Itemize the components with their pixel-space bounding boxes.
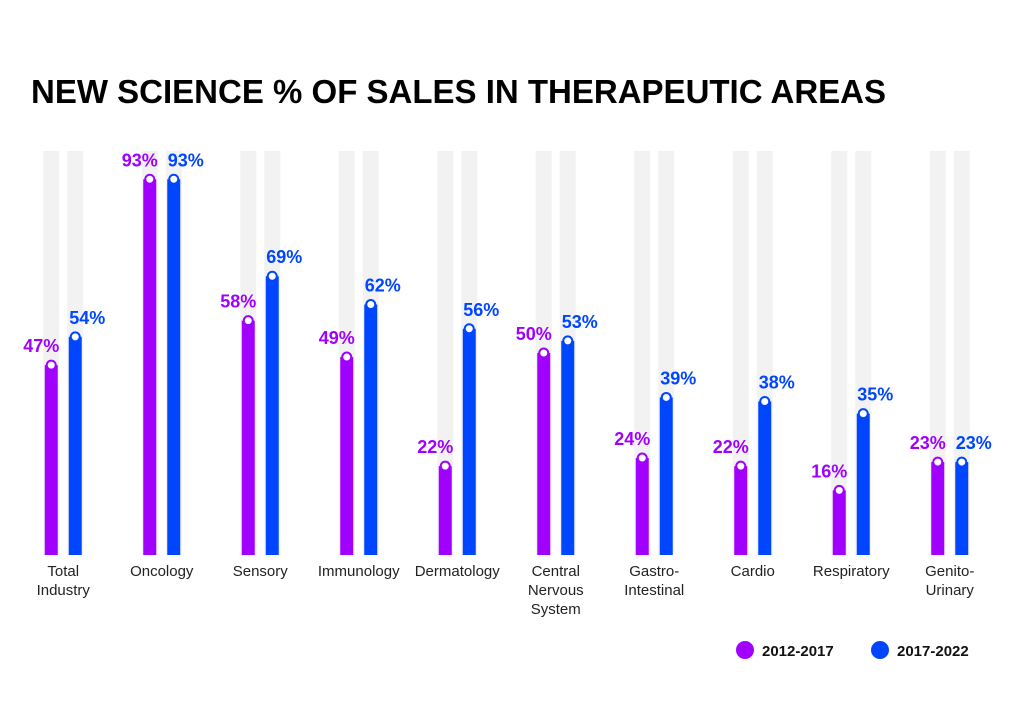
bar bbox=[955, 462, 969, 555]
legend-label: 2012-2017 bbox=[762, 643, 834, 660]
bar-cap bbox=[538, 347, 550, 359]
bar bbox=[561, 340, 575, 555]
bar bbox=[832, 490, 846, 555]
bar-cap bbox=[168, 173, 180, 185]
data-label: 62% bbox=[365, 276, 401, 296]
x-tick-label: Immunology bbox=[317, 563, 400, 580]
x-tick-label: Oncology bbox=[130, 563, 194, 580]
track bbox=[437, 151, 454, 555]
bar bbox=[265, 276, 279, 555]
data-label: 53% bbox=[562, 312, 598, 332]
x-tick-label: Total Industry bbox=[36, 563, 90, 599]
bar bbox=[758, 401, 772, 555]
bar-cap bbox=[636, 452, 648, 464]
bar bbox=[931, 462, 945, 555]
legend-marker bbox=[871, 641, 889, 659]
track bbox=[953, 151, 970, 555]
track bbox=[831, 151, 848, 555]
bar-cap bbox=[660, 391, 672, 403]
x-tick-label: Central Nervous System bbox=[527, 563, 584, 618]
bar bbox=[143, 179, 157, 555]
track bbox=[732, 151, 749, 555]
data-label: 22% bbox=[417, 437, 453, 457]
data-label: 39% bbox=[660, 368, 696, 388]
bar bbox=[340, 357, 354, 555]
data-label: 23% bbox=[956, 433, 992, 453]
track bbox=[634, 151, 651, 555]
x-tick-label: Respiratory bbox=[812, 563, 890, 580]
data-label: 93% bbox=[168, 150, 204, 170]
bar-cap bbox=[562, 335, 574, 347]
legend-marker bbox=[736, 641, 754, 659]
x-tick-label: Genito- Urinary bbox=[925, 563, 975, 599]
bar bbox=[537, 353, 551, 555]
bar-cap bbox=[759, 395, 771, 407]
data-label: 56% bbox=[463, 300, 499, 320]
bar-cap bbox=[463, 323, 475, 335]
data-label: 54% bbox=[69, 308, 105, 328]
data-label: 93% bbox=[122, 150, 158, 170]
bar-cap bbox=[735, 460, 747, 472]
bar-cap bbox=[365, 299, 377, 311]
data-label: 49% bbox=[319, 328, 355, 348]
x-tick-label: Dermatology bbox=[414, 563, 500, 580]
x-tick-label: Cardio bbox=[730, 563, 775, 580]
bar bbox=[659, 397, 673, 555]
bar-cap bbox=[341, 351, 353, 363]
bar-cap bbox=[266, 270, 278, 282]
bar bbox=[438, 466, 452, 555]
bar bbox=[241, 320, 255, 555]
chart-title: NEW SCIENCE % OF SALES IN THERAPEUTIC AR… bbox=[31, 73, 886, 110]
bar-cap bbox=[45, 359, 57, 371]
x-tick-label: Sensory bbox=[232, 563, 288, 580]
bar bbox=[364, 304, 378, 555]
bar-cap bbox=[833, 484, 845, 496]
bar-cap bbox=[144, 173, 156, 185]
bar bbox=[462, 328, 476, 555]
bar bbox=[68, 336, 82, 555]
legend-label: 2017-2022 bbox=[897, 643, 969, 660]
bar-cap bbox=[439, 460, 451, 472]
bar-cap bbox=[69, 331, 81, 343]
data-label: 47% bbox=[23, 336, 59, 356]
bar bbox=[635, 458, 649, 555]
bar-cap bbox=[932, 456, 944, 468]
data-label: 16% bbox=[811, 461, 847, 481]
data-label: 22% bbox=[713, 437, 749, 457]
bar bbox=[44, 365, 58, 555]
x-tick-label: Gastro- Intestinal bbox=[624, 563, 685, 599]
data-label: 69% bbox=[266, 247, 302, 267]
data-label: 50% bbox=[516, 324, 552, 344]
bar bbox=[734, 466, 748, 555]
data-label: 38% bbox=[759, 372, 795, 392]
bar bbox=[167, 179, 181, 555]
data-label: 35% bbox=[857, 385, 893, 405]
bar bbox=[856, 413, 870, 555]
data-label: 24% bbox=[614, 429, 650, 449]
track bbox=[929, 151, 946, 555]
bar-cap bbox=[956, 456, 968, 468]
bar-cap bbox=[857, 408, 869, 420]
data-label: 58% bbox=[220, 292, 256, 312]
data-label: 23% bbox=[910, 433, 946, 453]
bar-cap bbox=[242, 315, 254, 327]
